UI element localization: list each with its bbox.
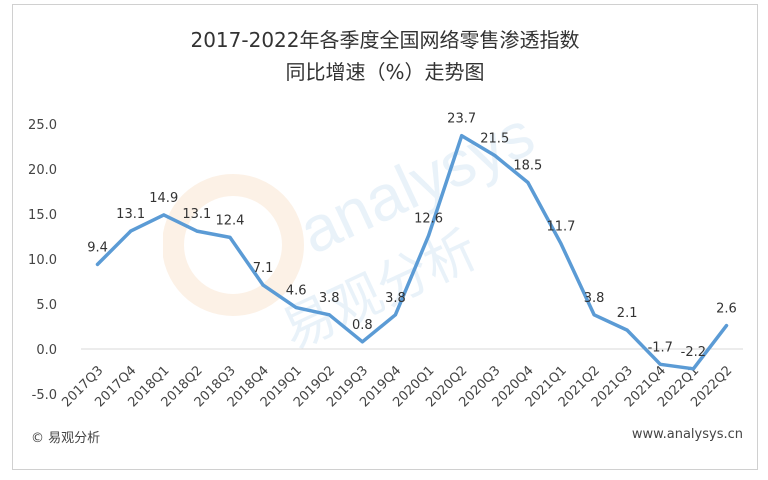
data-point <box>261 283 265 287</box>
data-label: 12.4 <box>215 213 244 228</box>
data-label: 21.5 <box>480 132 509 147</box>
data-label: 3.8 <box>385 291 406 306</box>
data-label: 3.8 <box>584 291 605 306</box>
y-tick-label: 10.0 <box>28 253 57 268</box>
data-label: 3.8 <box>319 291 340 306</box>
chart-title-line2: 同比增速（%）走势图 <box>285 60 484 84</box>
data-point <box>493 154 497 157</box>
data-label: 2.1 <box>617 306 638 321</box>
data-point <box>96 262 100 266</box>
footer-copyright: © 易观分析 <box>31 431 101 446</box>
data-label: 2.6 <box>716 302 737 317</box>
data-label: -1.7 <box>648 340 673 355</box>
data-point <box>724 324 728 328</box>
data-labels: 9.4 13.1 14.9 13.1 12.4 7.1 4.6 3.8 0.8 3.8 12.6 23… <box>87 112 737 360</box>
data-point <box>393 313 397 317</box>
chart-title-line1: 2017-2022年各季度全国网络零售渗透指数 <box>190 28 579 52</box>
x-axis: 2017Q32017Q42018Q12018Q22018Q32018Q42019… <box>59 348 743 410</box>
data-point <box>427 234 431 238</box>
y-axis: 25.0 20.0 15.0 10.0 5.0 0.0 -5.0 <box>28 118 57 403</box>
data-point <box>460 134 464 138</box>
data-point <box>559 242 563 246</box>
y-tick-label: -5.0 <box>32 388 57 403</box>
data-point <box>294 306 298 310</box>
data-point <box>691 367 695 371</box>
series-line <box>95 133 729 371</box>
y-tick-label: 25.0 <box>28 118 57 133</box>
y-tick-label: 15.0 <box>28 208 57 223</box>
line-chart: 2017-2022年各季度全国网络零售渗透指数 同比增速（%）走势图 25.02… <box>28 28 743 410</box>
data-label: 9.4 <box>87 240 108 255</box>
y-tick-label: 5.0 <box>36 298 57 313</box>
series-polyline <box>95 133 729 371</box>
data-label: 0.8 <box>352 318 373 333</box>
chart-frame: analysys 易观分析 2017-2022年各季度全国网络零售渗透指数 同比… <box>12 4 758 470</box>
data-label: 4.6 <box>286 284 307 299</box>
data-point <box>195 229 199 233</box>
data-label: 13.1 <box>182 207 211 222</box>
data-point <box>162 213 166 217</box>
y-tick-label: 20.0 <box>28 163 57 178</box>
data-label: 23.7 <box>447 112 476 127</box>
data-point <box>592 313 596 317</box>
data-label: 14.9 <box>149 191 178 206</box>
y-tick-label: 0.0 <box>36 343 57 358</box>
data-label: 7.1 <box>253 261 274 276</box>
footer-website: www.analysys.cn <box>631 427 743 442</box>
data-label: 11.7 <box>546 220 575 235</box>
data-label: 18.5 <box>513 159 542 174</box>
data-point <box>327 313 331 317</box>
data-point <box>625 328 629 332</box>
data-point <box>526 181 530 184</box>
data-point <box>658 362 662 366</box>
data-point <box>360 340 364 344</box>
data-label: -2.2 <box>681 345 706 360</box>
data-point <box>228 235 232 239</box>
data-point <box>129 229 133 233</box>
data-label: 13.1 <box>116 207 145 222</box>
data-label: 12.6 <box>414 212 443 227</box>
